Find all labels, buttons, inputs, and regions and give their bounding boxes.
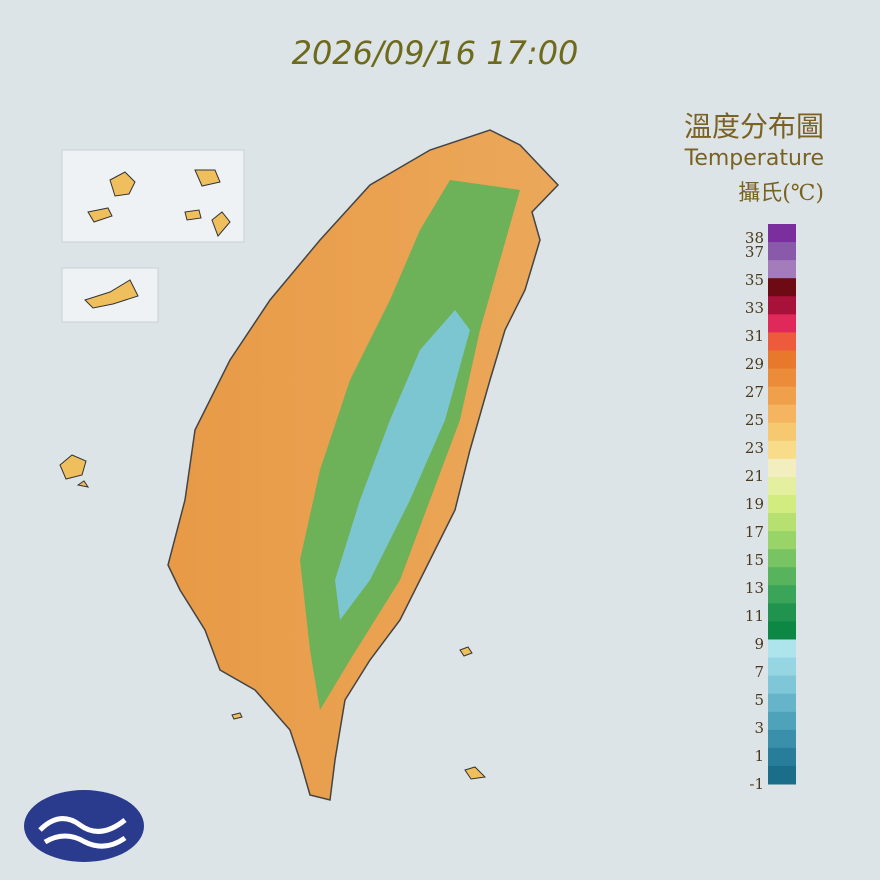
- legend-unit: 攝氏(℃): [738, 181, 824, 206]
- high-elevation: [335, 310, 470, 620]
- legend-color: [768, 476, 796, 496]
- legend-tick-label: 29: [745, 355, 764, 373]
- legend-color: [768, 675, 796, 695]
- timestamp: 2026/09/16 17:00: [292, 34, 579, 72]
- legend-subtitle: Temperature: [684, 146, 824, 171]
- legend-color: [768, 224, 796, 243]
- legend-color: [768, 513, 796, 532]
- legend-color: [768, 404, 796, 424]
- legend-color: [768, 494, 796, 514]
- legend-color: [768, 693, 796, 713]
- legend-tick-label: -1: [749, 775, 764, 793]
- taiwan-map: [167, 129, 560, 801]
- legend-tick-label: 38: [745, 229, 764, 247]
- legend-color: [768, 278, 796, 297]
- legend-tick-label: 33: [745, 299, 764, 317]
- legend-tick-label: 37: [745, 243, 764, 261]
- legend-color: [768, 332, 796, 351]
- legend-color: [768, 368, 796, 388]
- island-insets: [59, 149, 487, 780]
- legend-tick-label: 19: [745, 495, 764, 513]
- legend-tick-label: 35: [745, 271, 764, 289]
- legend-color: [768, 549, 796, 568]
- legend-tick-label: 9: [754, 635, 764, 653]
- legend-color: [768, 657, 796, 677]
- legend-tick-label: 11: [745, 607, 764, 625]
- legend-color: [768, 242, 796, 261]
- legend-tick-label: 7: [754, 663, 764, 681]
- legend-tick-label: 25: [745, 411, 764, 429]
- legend-color: [768, 603, 796, 622]
- legend-color: [768, 350, 796, 370]
- legend-color: [768, 567, 796, 586]
- legend-color: [768, 711, 796, 731]
- legend-color: [768, 765, 796, 785]
- legend-color: [768, 747, 796, 767]
- legend-tick-label: 27: [745, 383, 764, 401]
- legend-color: [768, 729, 796, 749]
- legend-color: [768, 531, 796, 550]
- legend-color: [768, 639, 796, 659]
- legend-color: [768, 585, 796, 604]
- logo: [24, 790, 144, 862]
- legend-tick-label: 15: [745, 551, 764, 569]
- legend-title: 溫度分布圖: [684, 110, 824, 143]
- legend-tick-label: 1: [754, 747, 764, 765]
- legend-color: [768, 458, 796, 478]
- legend-color: [768, 422, 796, 442]
- legend-tick-label: 17: [745, 523, 764, 541]
- legend-color: [768, 260, 796, 279]
- legend-tick-label: 21: [745, 467, 764, 485]
- legend-color: [768, 386, 796, 406]
- legend-tick-label: 3: [754, 719, 764, 737]
- legend-tick-label: 23: [745, 439, 764, 457]
- legend-color: [768, 621, 796, 640]
- legend-tick-label: 5: [754, 691, 764, 709]
- legend-color: [768, 314, 796, 333]
- legend-color: [768, 440, 796, 460]
- legend-tick-label: 13: [745, 579, 764, 597]
- legend-tick-label: 31: [745, 327, 764, 345]
- legend-color: [768, 296, 796, 315]
